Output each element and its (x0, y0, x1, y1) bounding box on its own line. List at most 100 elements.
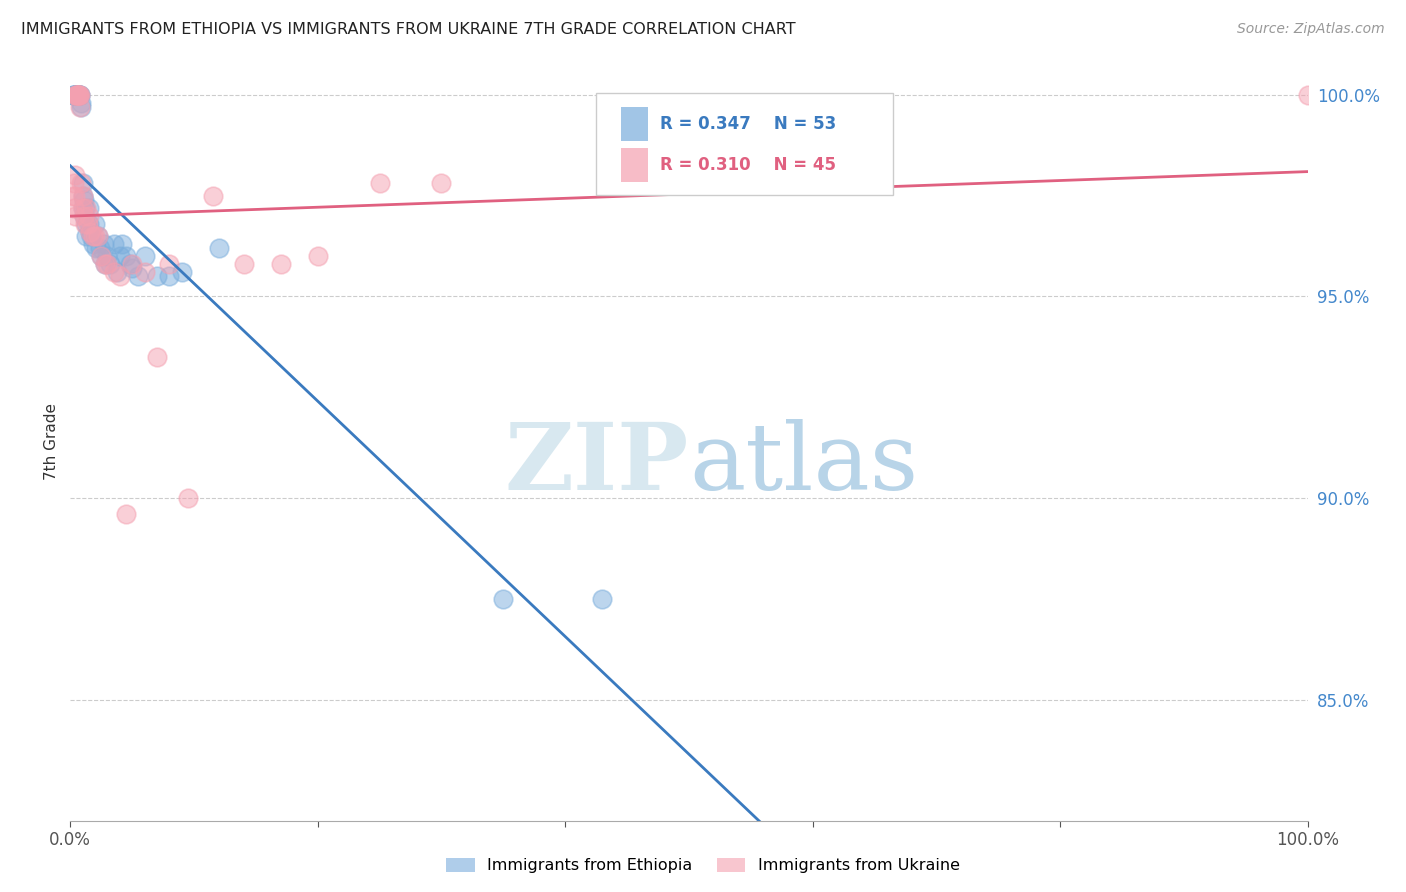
Point (66, 87, 89, 102)
Point (84, 228, 107, 243)
Point (65, 209, 87, 223)
FancyBboxPatch shape (621, 107, 648, 141)
Point (105, 265, 128, 279)
Point (65, 169, 87, 183)
Point (177, 491, 200, 505)
Point (86, 228, 108, 243)
Point (103, 236, 125, 251)
Point (75, 217, 97, 231)
Point (157, 269, 180, 284)
Point (157, 257, 180, 271)
Point (115, 507, 138, 521)
Point (72, 201, 94, 215)
Point (115, 249, 138, 263)
Point (146, 269, 169, 284)
Point (108, 249, 131, 263)
Point (72, 188, 94, 202)
Point (75, 201, 97, 215)
Point (79, 225, 101, 239)
Point (65, 87, 87, 102)
Point (65, 188, 87, 202)
Point (66, 87, 89, 102)
Point (62, 87, 84, 102)
Point (89, 241, 111, 255)
Point (79, 225, 101, 239)
Point (108, 269, 131, 284)
Point (80, 228, 103, 243)
Point (93, 236, 115, 251)
Point (368, 177, 391, 191)
Point (84, 241, 107, 255)
Point (70, 100, 93, 114)
Point (73, 209, 96, 223)
Point (492, 591, 515, 606)
Point (134, 249, 156, 263)
Point (63, 87, 86, 102)
Point (69, 87, 91, 102)
Text: atlas: atlas (689, 419, 918, 509)
Point (430, 177, 453, 191)
Point (67, 87, 90, 102)
Point (118, 257, 141, 271)
Point (65, 87, 87, 102)
Point (69, 87, 91, 102)
Point (146, 350, 169, 364)
Point (76, 217, 98, 231)
Point (73, 209, 96, 223)
Point (63, 177, 86, 191)
Point (65, 87, 87, 102)
Point (73, 193, 96, 207)
Point (94, 257, 117, 271)
Point (82, 228, 104, 243)
Point (72, 188, 94, 202)
Text: R = 0.347    N = 53: R = 0.347 N = 53 (661, 115, 837, 133)
Point (67, 87, 90, 102)
Point (96, 257, 118, 271)
Point (96, 249, 118, 263)
Point (121, 257, 143, 271)
Point (77, 217, 100, 231)
Point (65, 87, 87, 102)
FancyBboxPatch shape (596, 93, 893, 195)
FancyBboxPatch shape (621, 148, 648, 182)
Text: ZIP: ZIP (505, 419, 689, 509)
Point (65, 87, 87, 102)
Point (72, 201, 94, 215)
Point (86, 228, 108, 243)
Point (1296, 87, 1319, 102)
Point (72, 177, 94, 191)
Point (67, 87, 90, 102)
Point (98, 257, 121, 271)
Point (66, 87, 89, 102)
Point (75, 217, 97, 231)
Text: Source: ZipAtlas.com: Source: ZipAtlas.com (1237, 22, 1385, 37)
Point (65, 87, 87, 102)
Point (67, 87, 90, 102)
Point (134, 265, 156, 279)
Point (70, 177, 93, 191)
Point (90, 249, 112, 263)
Point (65, 87, 87, 102)
Point (82, 236, 104, 251)
Point (127, 269, 149, 284)
Point (307, 249, 329, 263)
Point (232, 257, 254, 271)
Point (77, 201, 100, 215)
Text: IMMIGRANTS FROM ETHIOPIA VS IMMIGRANTS FROM UKRAINE 7TH GRADE CORRELATION CHART: IMMIGRANTS FROM ETHIOPIA VS IMMIGRANTS F… (21, 22, 796, 37)
Y-axis label: 7th Grade: 7th Grade (44, 403, 59, 480)
Point (65, 87, 87, 102)
Point (121, 261, 143, 276)
Point (75, 201, 97, 215)
Point (75, 228, 97, 243)
Text: R = 0.310    N = 45: R = 0.310 N = 45 (661, 156, 837, 174)
Point (84, 217, 107, 231)
Point (69, 87, 91, 102)
Point (77, 209, 100, 223)
Point (201, 188, 224, 202)
Legend: Immigrants from Ethiopia, Immigrants from Ukraine: Immigrants from Ethiopia, Immigrants fro… (440, 851, 966, 880)
Point (65, 87, 87, 102)
Point (70, 95, 93, 110)
Point (103, 265, 125, 279)
Point (63, 201, 86, 215)
Point (111, 236, 134, 251)
